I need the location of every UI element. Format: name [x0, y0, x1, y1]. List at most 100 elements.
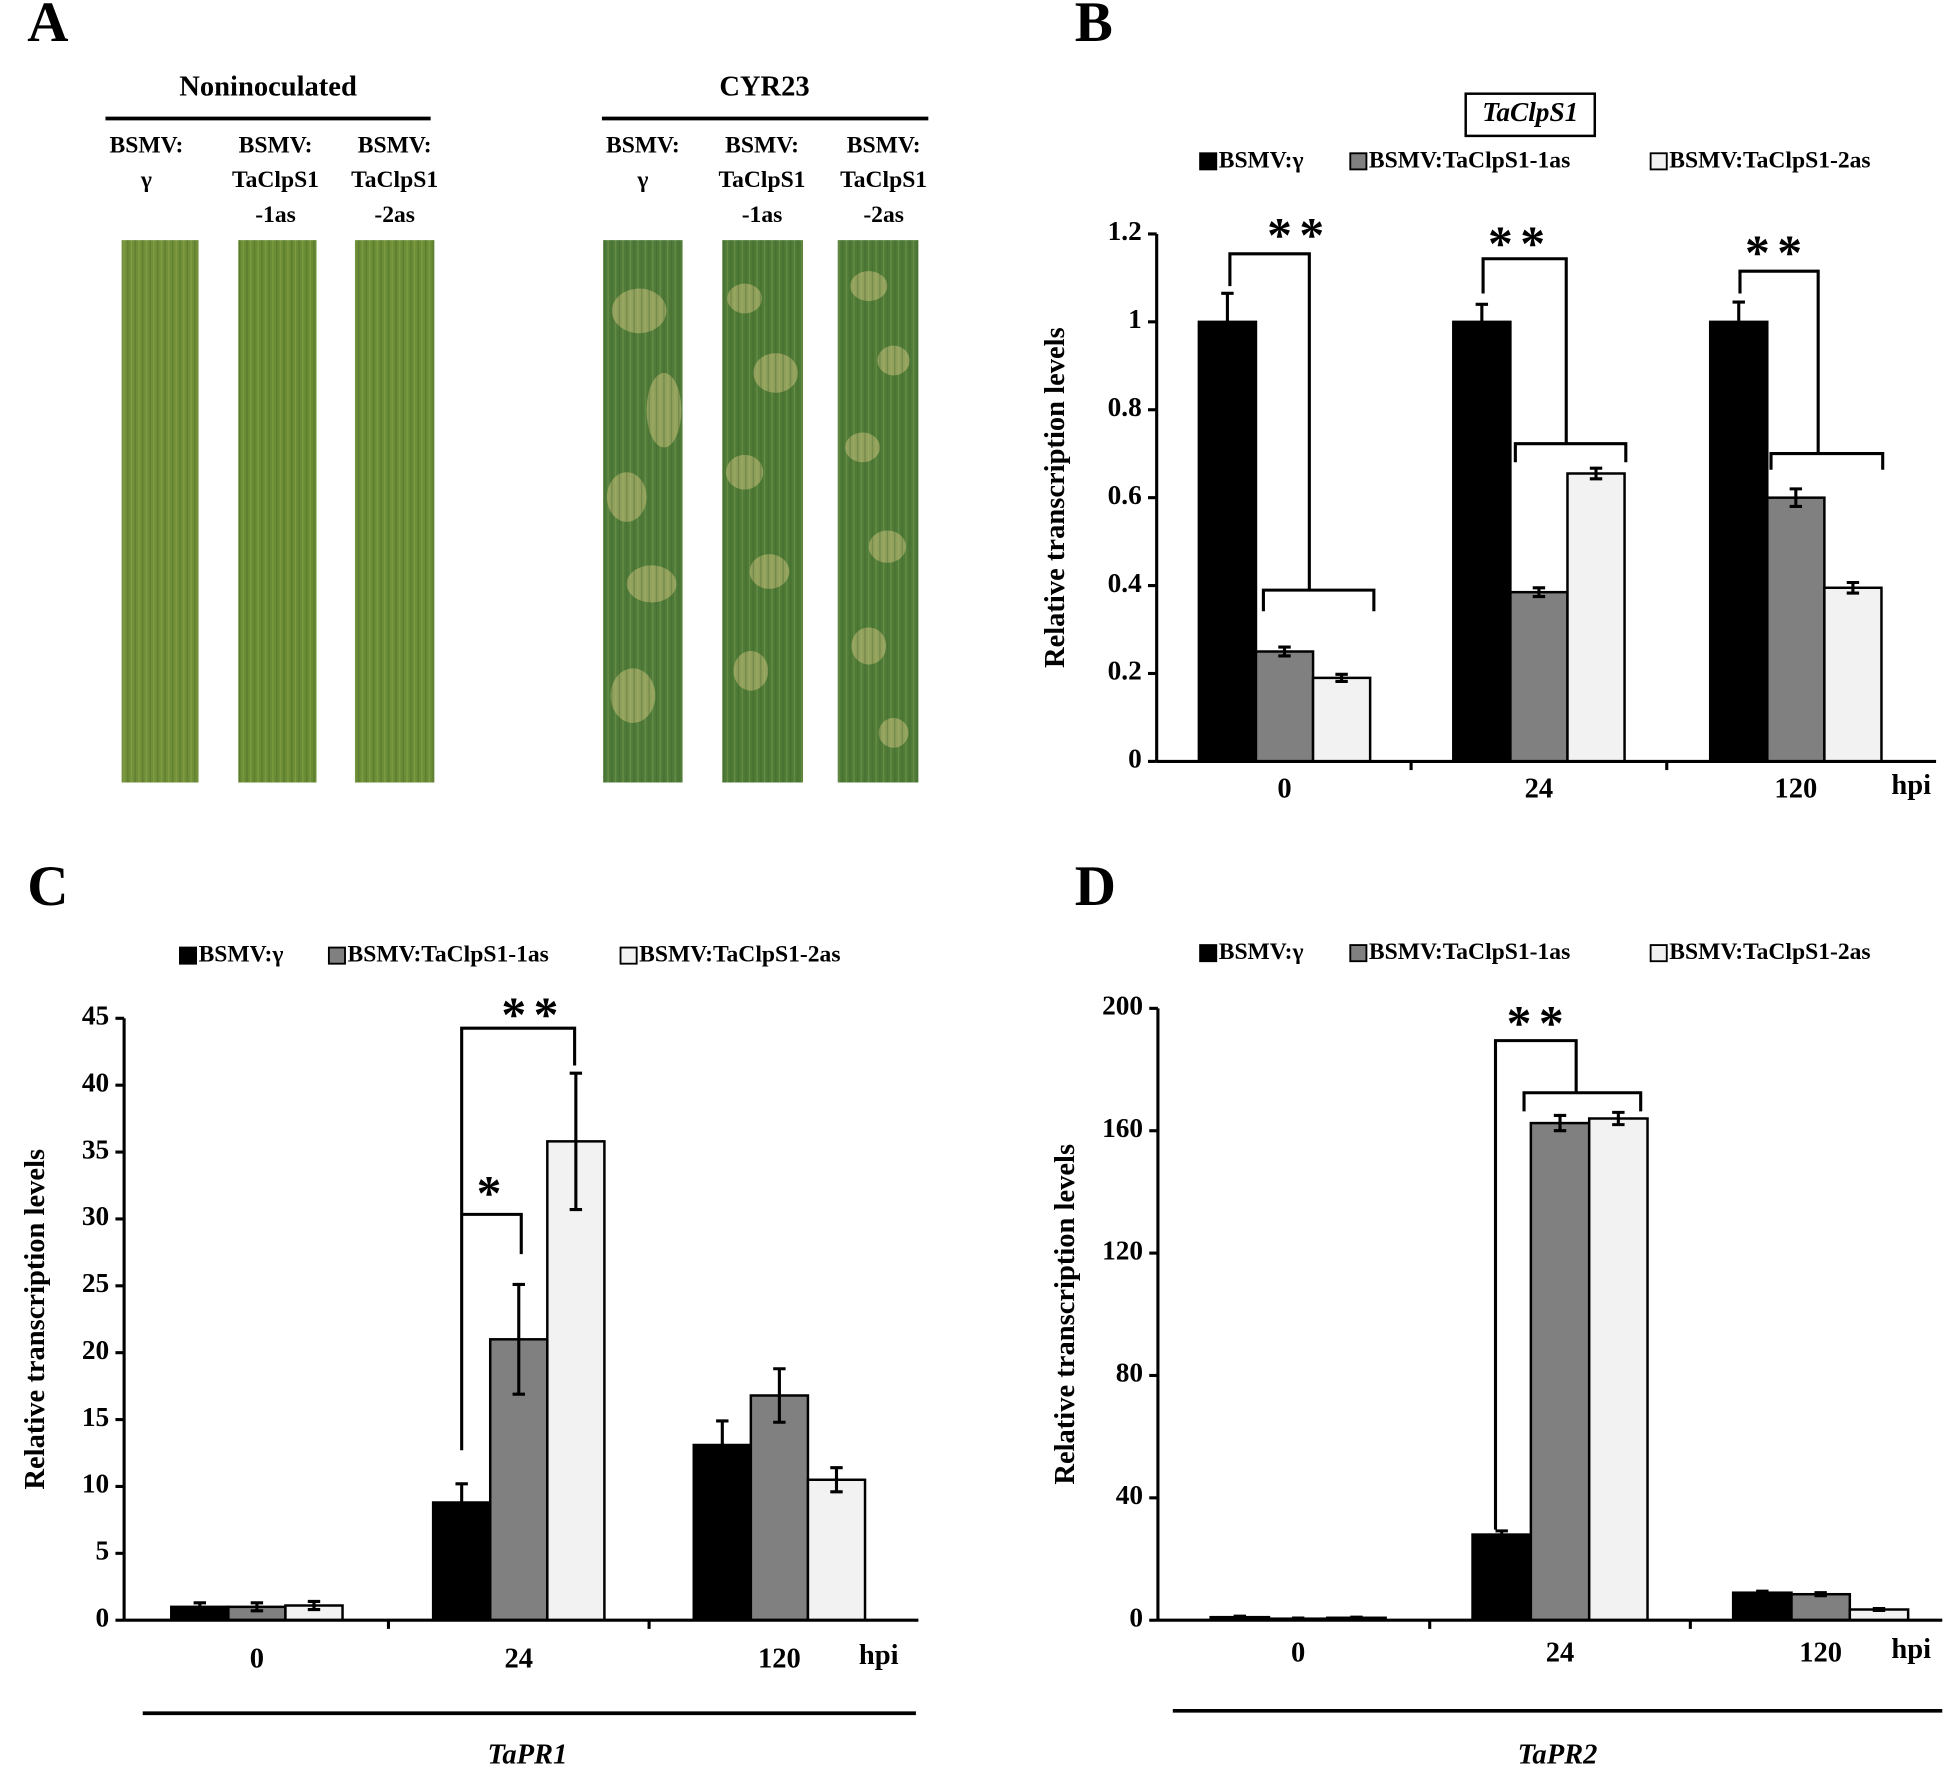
legend-label: BSMV:γ — [1219, 147, 1304, 173]
sample-label: BSMV: — [606, 132, 680, 158]
bar — [1790, 1592, 1852, 1622]
legend-swatch — [1199, 152, 1218, 171]
legend-swatch — [1649, 152, 1668, 171]
error-bar — [716, 1419, 729, 1471]
y-tick-label: 40 — [82, 1067, 109, 1097]
error-bar — [1278, 645, 1291, 658]
panel-label: B — [1075, 0, 1113, 54]
legend-swatch — [1199, 944, 1218, 963]
panel-label: C — [27, 855, 68, 918]
y-tick-label: 1.2 — [1108, 216, 1142, 246]
chart-title: TaClpS1 — [1482, 97, 1578, 127]
sample-label: γ — [140, 167, 152, 193]
sample-label: BSMV: — [725, 132, 799, 158]
error-bar — [1553, 1113, 1567, 1133]
panel-label: A — [27, 0, 68, 54]
sample-label: BSMV: — [847, 132, 921, 158]
y-tick-label: 35 — [82, 1134, 109, 1164]
significance-bracket — [1493, 1039, 1578, 1530]
subtitle: TaPR1 — [488, 1739, 568, 1770]
y-tick-label: 0 — [1128, 744, 1142, 774]
bar — [1823, 586, 1883, 763]
bar — [546, 1140, 606, 1622]
x-tick-label: 0 — [250, 1644, 264, 1675]
sample-label: -1as — [742, 202, 783, 228]
sample-label: BSMV: — [358, 132, 432, 158]
y-tick-label: 200 — [1102, 991, 1143, 1021]
bar — [692, 1443, 753, 1622]
error-bar — [1589, 466, 1603, 481]
significance-label: ** — [1488, 216, 1553, 271]
y-tick-label: 0.6 — [1108, 480, 1142, 510]
x-tick-label: 24 — [1546, 1638, 1575, 1669]
y-tick-label: 5 — [96, 1536, 110, 1566]
error-bar — [569, 1071, 583, 1212]
bar — [1529, 1121, 1591, 1622]
legend-label: BSMV:TaClpS1-1as — [348, 942, 549, 968]
panel-label: D — [1075, 855, 1116, 918]
error-bar — [1756, 1589, 1769, 1596]
error-bar — [512, 1282, 525, 1396]
legend-label: BSMV:TaClpS1-1as — [1369, 939, 1570, 965]
error-bar — [773, 1367, 786, 1424]
bar — [1471, 1533, 1533, 1622]
x-tick-label: 120 — [1799, 1638, 1842, 1669]
x-tick-label: 24 — [505, 1644, 534, 1675]
error-bar — [1233, 1614, 1247, 1620]
error-bar — [1612, 1110, 1625, 1127]
error-bar — [1335, 672, 1348, 683]
legend-label: BSMV:TaClpS1-1as — [1369, 147, 1570, 173]
error-bar — [1350, 1615, 1363, 1620]
legend-swatch — [327, 946, 346, 965]
sample-label: -2as — [374, 202, 415, 228]
sample-label: -1as — [255, 202, 296, 228]
error-bar — [830, 1466, 843, 1494]
legend-swatch — [619, 946, 638, 965]
significance-label: ** — [1507, 996, 1572, 1051]
legend-label: BSMV:TaClpS1-2as — [1669, 147, 1870, 173]
bar — [1311, 676, 1372, 763]
bar — [1766, 496, 1826, 763]
significance-label: ** — [501, 987, 566, 1042]
y-tick-label: 80 — [1116, 1358, 1143, 1388]
y-tick-label: 15 — [82, 1402, 109, 1432]
legend-label: BSMV:TaClpS1-2as — [1669, 939, 1870, 965]
x-tick-label: 0 — [1277, 774, 1291, 805]
legend-label: BSMV:γ — [1219, 939, 1304, 965]
error-bar — [1475, 302, 1489, 341]
y-tick-label: 0 — [96, 1602, 110, 1632]
x-unit: hpi — [1891, 1634, 1931, 1665]
y-tick-label: 45 — [82, 1001, 109, 1031]
significance-bracket — [460, 1026, 577, 1451]
y-tick-label: 0 — [1129, 1602, 1143, 1632]
sample-label: TaClpS1 — [351, 167, 438, 193]
error-bar — [1872, 1607, 1886, 1612]
subtitle: TaPR2 — [1518, 1739, 1598, 1770]
significance-label: ** — [1267, 208, 1332, 263]
error-bar — [1495, 1529, 1508, 1540]
group-title: CYR23 — [719, 71, 809, 102]
sample-label: TaClpS1 — [232, 167, 319, 193]
y-tick-label: 160 — [1102, 1113, 1143, 1143]
y-tick-label: 120 — [1102, 1235, 1143, 1265]
y-axis-label: Relative transcription levels — [1040, 327, 1071, 668]
x-tick-label: 120 — [758, 1644, 801, 1675]
leaves — [121, 240, 919, 783]
sample-label: BSMV: — [110, 132, 184, 158]
sample-label: -2as — [863, 202, 904, 228]
y-axis-label: Relative transcription levels — [1050, 1144, 1081, 1485]
y-tick-label: 0.8 — [1108, 392, 1142, 422]
title-box — [1464, 92, 1597, 138]
significance-bracket — [1228, 252, 1311, 591]
bar — [1731, 1591, 1793, 1622]
bar — [1254, 650, 1315, 763]
y-tick-label: 25 — [82, 1268, 109, 1298]
x-tick-label: 24 — [1525, 774, 1554, 805]
y-tick-label: 0.4 — [1108, 568, 1142, 598]
y-tick-label: 20 — [82, 1335, 109, 1365]
error-bar — [1532, 586, 1546, 599]
error-bar — [1814, 1591, 1827, 1598]
y-tick-label: 1 — [1128, 304, 1142, 334]
significance-bracket — [1513, 442, 1628, 463]
